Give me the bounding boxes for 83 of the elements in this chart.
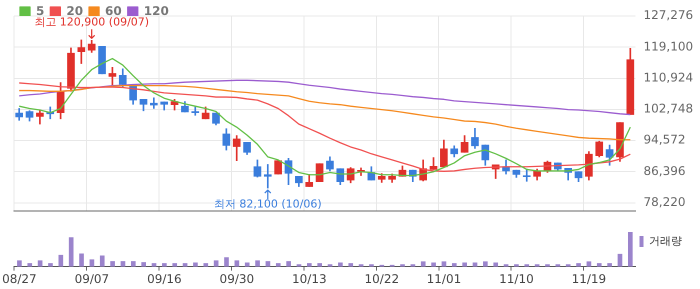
bar [17, 260, 22, 267]
bar [172, 263, 178, 267]
x-tick-label: 11/19 [572, 272, 606, 286]
bar [27, 263, 32, 267]
bar [586, 261, 592, 267]
bar [534, 264, 540, 267]
bar [100, 256, 105, 267]
bar [524, 264, 530, 267]
bar [255, 260, 260, 267]
legend-label: 거래량 [649, 234, 682, 248]
bar [79, 253, 84, 267]
x-tick-label: 10/13 [292, 272, 327, 286]
x-tick-label: 11/01 [426, 272, 462, 286]
y-tick-label: 102,748 [644, 102, 694, 116]
bar [493, 262, 498, 267]
bar [48, 263, 53, 267]
x-tick-label: 09/30 [220, 272, 254, 286]
bar [266, 261, 270, 267]
y-tick-label: 94,572 [644, 132, 686, 147]
bar [452, 263, 457, 267]
bar [618, 254, 622, 267]
y-tick-label: 86,396 [644, 164, 686, 178]
bar [182, 263, 188, 267]
bar [596, 263, 602, 267]
bar [193, 262, 198, 267]
legend-label: 120 [144, 4, 169, 18]
bar [203, 263, 208, 267]
y-tick-label: 110,924 [644, 70, 694, 84]
bar [462, 262, 467, 267]
bar [472, 262, 478, 267]
bar [120, 261, 126, 267]
candlestick [98, 46, 106, 74]
bar [410, 264, 416, 267]
bar [68, 237, 74, 267]
bar [400, 264, 405, 267]
bar [58, 254, 64, 267]
legend-label: 20 [66, 4, 84, 18]
bar [545, 264, 550, 267]
bar [244, 262, 250, 267]
annotation: 최고 120,900 (09/07) [34, 16, 150, 29]
bar [431, 262, 436, 267]
bar [276, 263, 281, 267]
bar [358, 264, 364, 267]
bar [214, 260, 218, 267]
bar [296, 264, 302, 267]
bar [504, 264, 508, 267]
bar [628, 232, 633, 267]
y-tick-label: 127,276 [644, 8, 694, 22]
legend-label: 5 [36, 4, 44, 18]
bar [110, 261, 115, 267]
annotation: 최저 82,100 (10/06) [214, 197, 322, 210]
bar [420, 261, 426, 267]
bar [556, 264, 560, 267]
bar [224, 257, 229, 267]
bar [152, 263, 156, 267]
bar [607, 263, 612, 267]
bar [317, 263, 322, 267]
bar [307, 263, 312, 267]
bar [286, 261, 291, 267]
bar [130, 261, 136, 267]
bar [566, 264, 571, 267]
bar [234, 260, 240, 267]
candlestick [316, 163, 324, 182]
x-tick-label: 09/16 [147, 272, 182, 286]
x-tick-label: 09/07 [74, 272, 110, 286]
bar [338, 262, 343, 267]
bar [38, 260, 42, 267]
bar [141, 262, 146, 267]
bar [514, 264, 519, 267]
bar [442, 261, 446, 267]
x-tick-label: 11/10 [499, 272, 534, 286]
bar [90, 259, 94, 267]
bar [162, 263, 167, 267]
y-tick-label: 119,100 [644, 39, 694, 54]
bar [348, 263, 354, 267]
x-tick-label: 08/27 [2, 272, 37, 286]
bar [576, 263, 581, 267]
x-tick-label: 10/22 [364, 272, 400, 286]
y-tick-label: 78,220 [644, 195, 686, 209]
bar [483, 261, 488, 267]
bar [328, 264, 332, 267]
legend-label: 60 [105, 4, 122, 18]
bar [369, 264, 374, 267]
